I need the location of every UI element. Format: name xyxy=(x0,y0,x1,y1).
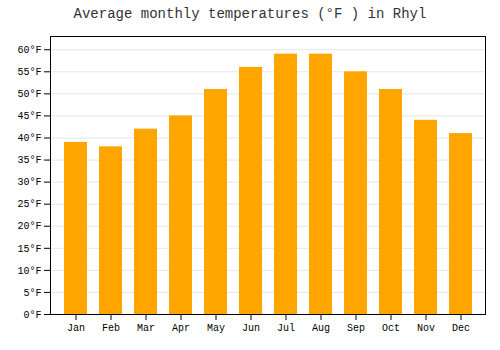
svg-text:Jan: Jan xyxy=(67,323,85,334)
svg-text:5°F: 5°F xyxy=(23,288,41,299)
svg-text:Jul: Jul xyxy=(277,323,295,334)
svg-text:Apr: Apr xyxy=(172,323,190,334)
html-text:Average monthly temperatures (: Average monthly temperatures (°F ) in Rh… xyxy=(73,6,427,22)
svg-text:30°F: 30°F xyxy=(17,177,41,188)
svg-text:Feb: Feb xyxy=(102,323,120,334)
svg-text:Mar: Mar xyxy=(137,323,155,334)
svg-text:Aug: Aug xyxy=(312,323,330,334)
svg-text:0°F: 0°F xyxy=(23,310,41,321)
svg-text:Sep: Sep xyxy=(347,323,365,334)
svg-text:15°F: 15°F xyxy=(17,244,41,255)
svg-text:35°F: 35°F xyxy=(17,155,41,166)
svg-text:Oct: Oct xyxy=(382,323,400,334)
svg-text:10°F: 10°F xyxy=(17,266,41,277)
svg-text:Jun: Jun xyxy=(242,323,260,334)
svg-text:50°F: 50°F xyxy=(17,89,41,100)
svg-text:20°F: 20°F xyxy=(17,221,41,232)
svg-text:55°F: 55°F xyxy=(17,67,41,78)
svg-text:45°F: 45°F xyxy=(17,111,41,122)
svg-text:May: May xyxy=(207,323,225,334)
svg-text:Nov: Nov xyxy=(417,323,435,334)
svg-text:40°F: 40°F xyxy=(17,133,41,144)
svg-text:Dec: Dec xyxy=(452,323,470,334)
svg-text:25°F: 25°F xyxy=(17,199,41,210)
svg-text:60°F: 60°F xyxy=(17,45,41,56)
